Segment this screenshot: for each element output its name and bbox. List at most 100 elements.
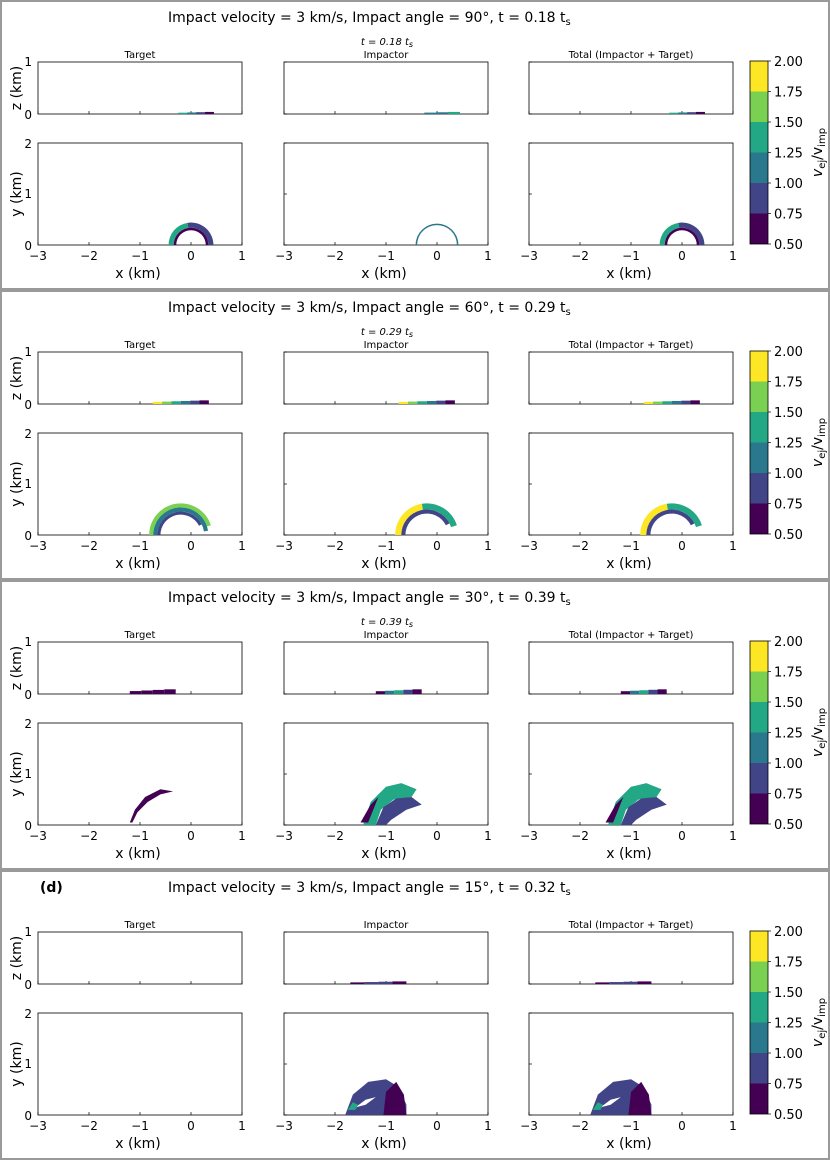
top-ejecta-blob xyxy=(360,796,379,823)
y-tick-label: 1 xyxy=(24,477,32,491)
x-tick-label: 0 xyxy=(433,1119,441,1133)
side-ejecta xyxy=(690,400,700,404)
x-tick-label: −2 xyxy=(571,1119,589,1133)
colorbar-segment xyxy=(750,961,768,992)
colorbar-tick-label: 0.75 xyxy=(774,788,803,803)
x-tick-label: −3 xyxy=(29,249,47,263)
x-tick-label: −3 xyxy=(275,539,293,553)
x-tick-label: 0 xyxy=(433,539,441,553)
top-ejecta-ring xyxy=(153,507,209,535)
colorbar-segment xyxy=(750,671,768,702)
side-ejecta xyxy=(436,400,446,404)
side-ejecta xyxy=(162,401,172,404)
top-ejecta-blob xyxy=(605,796,624,823)
side-ejecta xyxy=(187,112,197,114)
top-ejecta-ring xyxy=(421,503,457,528)
side-view-axes xyxy=(528,61,734,115)
y-tick-label: 2 xyxy=(24,427,32,441)
x-tick-label: −3 xyxy=(520,249,538,263)
colorbar-label-mid: /v xyxy=(810,147,826,160)
x-tick-label: 1 xyxy=(238,1119,246,1133)
top-ejecta-blob xyxy=(383,1081,407,1115)
colorbar-tick-label: 1.00 xyxy=(774,1047,803,1062)
top-ejecta-ring xyxy=(666,503,702,528)
column-title: Total (Impactor + Target) xyxy=(568,920,694,931)
side-ejecta xyxy=(448,111,460,114)
z-tick-label: 1 xyxy=(24,345,32,359)
side-ejecta xyxy=(171,401,181,404)
x-tick-label: 1 xyxy=(729,1119,737,1133)
x-tick-label: −1 xyxy=(622,249,640,263)
z-tick-label: 0 xyxy=(24,398,32,412)
colorbar-tick-label: 1.25 xyxy=(774,1017,803,1032)
colorbar-segment xyxy=(750,91,768,122)
top-ejecta-blob xyxy=(375,796,422,825)
x-tick-label: 0 xyxy=(187,1119,195,1133)
x-tick-label: −3 xyxy=(275,1119,293,1133)
row-frame xyxy=(0,290,830,580)
side-ejecta xyxy=(180,400,191,404)
colorbar-segment xyxy=(750,732,768,763)
z-tick-label: 0 xyxy=(24,688,32,702)
side-ejecta xyxy=(199,400,209,404)
side-ejecta xyxy=(196,112,206,114)
colorbar-label: vej/vimp xyxy=(810,998,828,1047)
colorbar-segment xyxy=(750,1022,768,1053)
row-panel-2: Impact velocity = 3 km/s, Impact angle =… xyxy=(0,290,830,580)
x-axis-label: x (km) xyxy=(606,1136,651,1152)
top-view-axes xyxy=(37,722,243,826)
x-tick-label: −1 xyxy=(131,829,149,843)
top-view-axes xyxy=(283,142,489,246)
title-subscript: s xyxy=(566,307,571,318)
ejecta-marks xyxy=(590,981,652,1115)
x-tick-label: −1 xyxy=(377,249,395,263)
x-tick-label: −2 xyxy=(571,539,589,553)
colorbar-label: vej/vimp xyxy=(810,418,828,467)
colorbar-tick-label: 1.50 xyxy=(774,986,803,1001)
row-title: Impact velocity = 3 km/s, Impact angle =… xyxy=(168,590,571,608)
y-tick-label: 1 xyxy=(24,767,32,781)
x-tick-label: 0 xyxy=(187,249,195,263)
side-view-axes xyxy=(528,931,734,985)
x-tick-label: 0 xyxy=(187,539,195,553)
colorbar-tick-label: 1.25 xyxy=(774,437,803,452)
colorbar-label-sub: ej xyxy=(817,740,828,749)
side-ejecta xyxy=(629,690,640,694)
colorbar-segment xyxy=(750,183,768,214)
side-ejecta xyxy=(639,690,649,694)
row-title: Impact velocity = 3 km/s, Impact angle =… xyxy=(168,10,571,28)
side-ejecta xyxy=(669,112,679,114)
x-tick-label: −2 xyxy=(571,249,589,263)
top-ejecta-gap xyxy=(600,1097,621,1108)
x-axis-label: x (km) xyxy=(606,266,651,282)
ejecta-marks xyxy=(605,689,667,825)
x-tick-label: −1 xyxy=(622,829,640,843)
x-tick-label: −1 xyxy=(377,539,395,553)
top-ejecta-blob xyxy=(628,1081,652,1115)
colorbar-tick-label: 2.00 xyxy=(774,925,803,940)
colorbar-segment xyxy=(750,702,768,733)
side-view-axes xyxy=(37,351,243,405)
side-ejecta xyxy=(164,689,176,694)
ejecta-marks xyxy=(168,111,214,245)
x-tick-label: 1 xyxy=(238,249,246,263)
colorbar-label-mid: /v xyxy=(810,727,826,740)
x-tick-label: −3 xyxy=(520,539,538,553)
top-view-axes xyxy=(283,432,489,536)
colorbar-segment xyxy=(750,381,768,412)
z-tick-label: 1 xyxy=(24,55,32,69)
colorbar-tick-label: 0.50 xyxy=(774,528,803,543)
y-tick-label: 2 xyxy=(24,137,32,151)
side-view-axes xyxy=(283,351,489,405)
colorbar-tick-label: 1.00 xyxy=(774,757,803,772)
x-tick-label: −2 xyxy=(326,829,344,843)
z-axis-label: z (km) xyxy=(9,936,25,980)
panel-column-3: Total (Impactor + Target) −3 −2 −1 0 1 x (km) xyxy=(520,920,737,1152)
row-subtitle: t = 0.18 ts xyxy=(361,37,413,49)
colorbar-tick-label: 2.00 xyxy=(774,55,803,70)
top-ejecta-ring xyxy=(187,222,214,245)
